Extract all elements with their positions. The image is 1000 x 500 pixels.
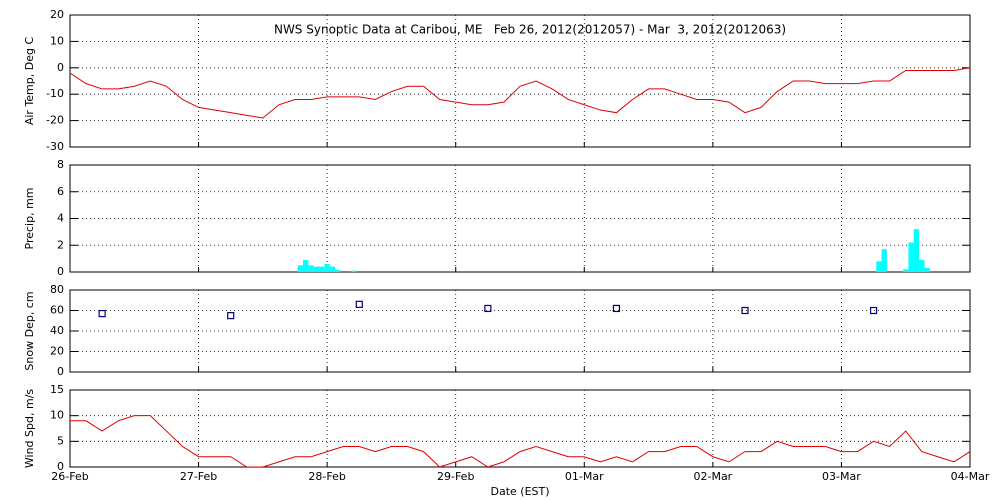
y-tick-label: 10 bbox=[50, 409, 64, 422]
bar bbox=[329, 266, 336, 272]
y-tick-label: -10 bbox=[46, 87, 64, 100]
bar bbox=[881, 249, 887, 272]
y-tick-label: 60 bbox=[50, 304, 64, 317]
y-tick-label: 80 bbox=[50, 283, 64, 296]
y-tick-label: -30 bbox=[46, 140, 64, 153]
bar bbox=[324, 263, 330, 272]
point bbox=[612, 304, 621, 313]
bar bbox=[319, 266, 325, 272]
point bbox=[98, 309, 106, 318]
y-tick-label: 6 bbox=[57, 185, 64, 198]
x-tick-label: 26-Feb bbox=[51, 470, 88, 483]
bar bbox=[924, 267, 930, 272]
bar bbox=[302, 259, 309, 272]
x-tick-label: 29-Feb bbox=[437, 470, 474, 483]
point bbox=[355, 300, 363, 308]
bar bbox=[313, 266, 320, 272]
x-axis-label: Date (EST) bbox=[490, 485, 549, 498]
x-tick-label: 01-Mar bbox=[565, 470, 604, 483]
plot-frame bbox=[69, 289, 971, 373]
data-line bbox=[70, 67, 970, 119]
y-tick-label: 5 bbox=[57, 434, 64, 447]
y-tick-label: -20 bbox=[46, 114, 64, 127]
plot-frame bbox=[69, 164, 971, 273]
point bbox=[484, 304, 492, 313]
y-tick-label: 0 bbox=[57, 61, 64, 74]
point bbox=[227, 312, 235, 320]
bar bbox=[919, 259, 925, 272]
y-tick-label: 15 bbox=[50, 383, 64, 396]
x-tick-label: 28-Feb bbox=[308, 470, 345, 483]
y-tick-label: 0 bbox=[57, 460, 64, 473]
bar bbox=[335, 269, 341, 272]
y-axis-label: Wind Spd, m/s bbox=[23, 389, 36, 469]
y-axis-label: Snow Dep, cm bbox=[23, 291, 36, 370]
bar bbox=[903, 269, 909, 272]
plot-frame bbox=[69, 14, 971, 148]
y-tick-label: 8 bbox=[57, 158, 64, 171]
y-tick-label: 20 bbox=[50, 8, 64, 21]
bar bbox=[913, 229, 920, 272]
point bbox=[869, 306, 878, 315]
bar bbox=[351, 270, 357, 272]
bar bbox=[908, 242, 914, 272]
x-tick-label: 27-Feb bbox=[180, 470, 217, 483]
bar bbox=[876, 261, 882, 272]
y-tick-label: 10 bbox=[50, 34, 64, 47]
y-tick-label: 4 bbox=[57, 212, 64, 225]
point bbox=[741, 306, 749, 315]
y-axis-label: Precip, mm bbox=[23, 188, 36, 250]
bar bbox=[297, 265, 304, 272]
x-tick-label: 04-Mar bbox=[951, 470, 990, 483]
x-tick-label: 03-Mar bbox=[822, 470, 861, 483]
chart-title: NWS Synoptic Data at Caribou, ME Feb 26,… bbox=[274, 23, 786, 37]
y-tick-label: 40 bbox=[50, 324, 64, 337]
data-line bbox=[70, 415, 970, 467]
bar bbox=[308, 265, 314, 272]
y-tick-label: 2 bbox=[57, 238, 64, 251]
y-axis-label: Air Temp, Deg C bbox=[23, 37, 36, 126]
y-tick-label: 20 bbox=[50, 345, 64, 358]
x-tick-label: 02-Mar bbox=[693, 470, 732, 483]
y-tick-label: 0 bbox=[57, 365, 64, 378]
plot-frame bbox=[69, 389, 971, 468]
y-tick-label: 0 bbox=[57, 265, 64, 278]
